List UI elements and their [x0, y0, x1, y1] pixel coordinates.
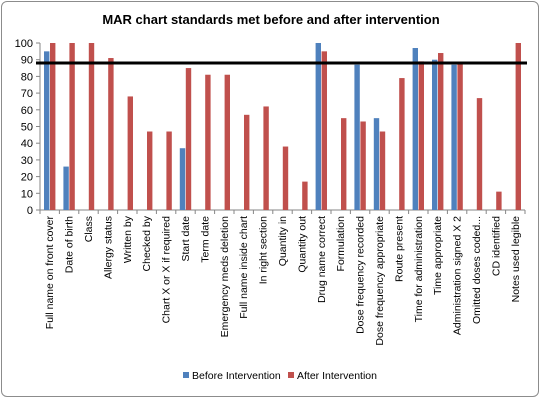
legend-swatch: [183, 372, 189, 378]
y-tick-label: 90: [21, 55, 33, 67]
category-label: Term date: [199, 216, 211, 263]
bar-after-24: [496, 191, 502, 210]
category-label: Date of birth: [64, 216, 76, 273]
bar-after-8: [185, 68, 192, 210]
bar-before-17: [354, 64, 360, 211]
bar-after-9: [205, 74, 211, 210]
category-label: Quantity out: [296, 216, 308, 273]
bar-after-5: [127, 96, 133, 210]
bar-after-3: [88, 43, 95, 210]
x-axis-labels: Full name on front cover Date of birth Cla…: [44, 215, 522, 345]
category-label: Checked by: [141, 215, 153, 271]
y-tick-label: 50: [21, 122, 33, 134]
bar-after-20: [418, 61, 424, 211]
bar-after-19: [399, 78, 405, 210]
chart-title: MAR chart standards met before and after…: [102, 12, 439, 27]
category-label: Administration signed X 2: [452, 216, 464, 335]
y-tick-label: 40: [21, 138, 33, 150]
category-label: Time appropriate: [432, 216, 444, 295]
category-label: CD identified: [490, 216, 502, 276]
bar-after-4: [108, 58, 114, 210]
y-tick-label: 0: [27, 205, 33, 217]
y-tick-label: 80: [21, 71, 33, 83]
bar-after-11: [244, 114, 250, 210]
legend: Before Intervention After Intervention: [183, 370, 377, 382]
legend-label: Before Intervention: [192, 370, 281, 382]
bar-before-1: [44, 51, 50, 210]
bar-after-1: [50, 43, 56, 210]
bar-after-25: [515, 43, 521, 210]
bar-before-2: [63, 166, 69, 210]
legend-swatch: [288, 372, 294, 378]
category-label: Omitted doses coded...: [471, 216, 483, 324]
bar-before-8: [179, 148, 186, 210]
y-axis: 0 10 20 30 40 50 60 70 80 90 100: [15, 38, 526, 217]
category-label: Written by: [122, 215, 134, 263]
bar-before-18: [373, 118, 380, 210]
y-tick-label: 30: [21, 155, 33, 167]
bar-after-13: [282, 146, 289, 210]
bar-after-17: [360, 121, 366, 210]
category-label: Full name inside chart: [238, 216, 250, 319]
category-label: Start date: [180, 216, 192, 262]
bar-after-16: [341, 118, 347, 210]
bar-after-14: [302, 181, 308, 210]
bar-before-15: [315, 43, 321, 210]
bar-after-15: [321, 51, 327, 210]
bars: [44, 43, 521, 211]
bar-after-12: [263, 106, 269, 210]
category-label: Dose frequency recorded: [355, 216, 367, 334]
category-label: Route present: [393, 216, 405, 282]
category-label: Class: [83, 216, 95, 242]
bar-after-2: [69, 43, 75, 210]
bar-after-18: [379, 131, 386, 210]
category-label: Allergy status: [102, 216, 114, 279]
bar-after-7: [166, 131, 172, 210]
bar-before-21: [432, 59, 438, 211]
bar-after-23: [476, 98, 483, 210]
bar-after-6: [147, 131, 153, 210]
bar-after-10: [224, 74, 230, 210]
y-tick-label: 20: [21, 172, 33, 184]
legend-label: After Intervention: [297, 370, 377, 382]
category-label: Formulation: [335, 216, 347, 272]
category-label: Chart X or X if required: [161, 216, 173, 324]
category-label: Notes used legible: [510, 216, 522, 303]
y-tick-label: 100: [15, 38, 33, 50]
bar-before-22: [451, 64, 457, 211]
bar-after-22: [457, 63, 463, 210]
y-tick-label: 10: [21, 188, 33, 200]
y-tick-label: 70: [21, 88, 33, 100]
category-label: Full name on front cover: [44, 215, 56, 329]
category-label: Drug name correct: [316, 216, 328, 303]
bar-after-21: [438, 53, 444, 210]
category-label: Time for administration: [413, 216, 425, 323]
category-label: Quantity in: [277, 216, 289, 266]
bar-before-20: [412, 48, 418, 211]
category-label: Emergency meds deletion: [219, 216, 231, 338]
category-label: Dose frequency appropriate: [374, 216, 386, 346]
category-label: In right section: [258, 216, 270, 284]
y-tick-label: 60: [21, 105, 33, 117]
